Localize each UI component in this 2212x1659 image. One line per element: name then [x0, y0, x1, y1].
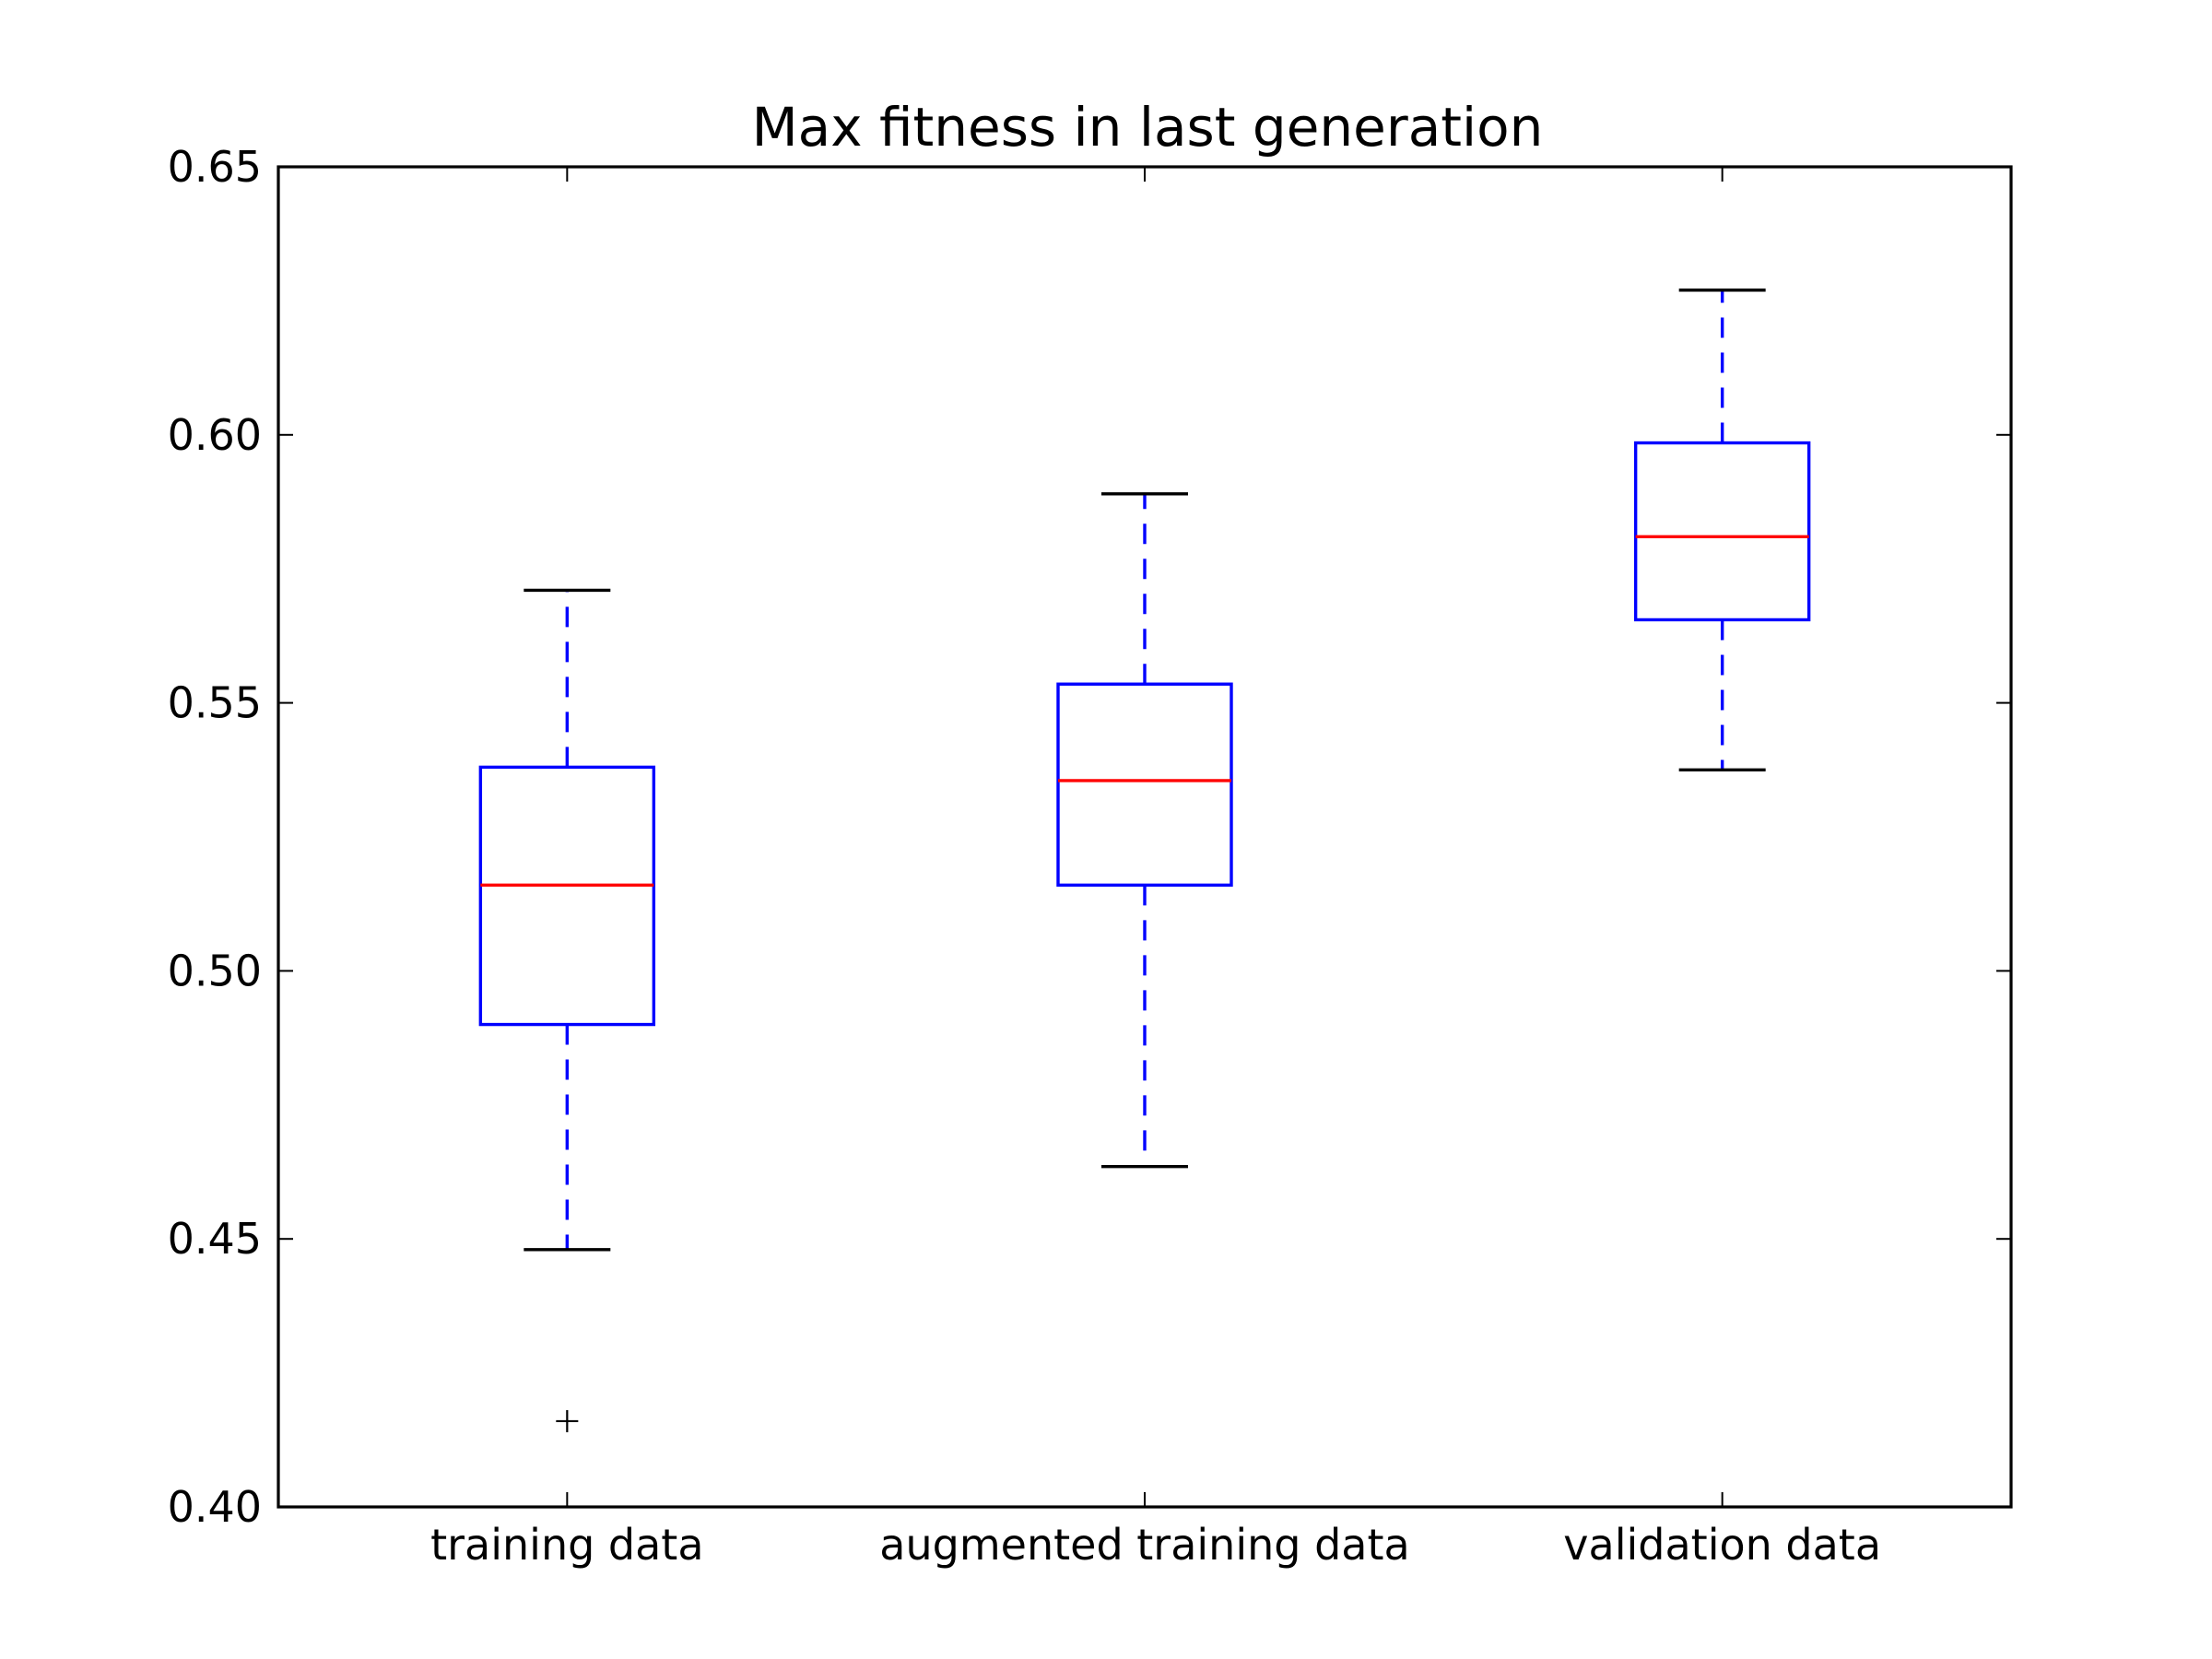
- outlier-point-1: [556, 1409, 579, 1432]
- ticks: 0.40 0.45 0.50 0.55 0.60 0.65 training data aug…: [168, 142, 2011, 1570]
- axes: [276, 165, 2013, 1509]
- plot-area: [478, 288, 1811, 1432]
- x-tick-label: training data: [430, 1520, 703, 1570]
- y-tick-label: 0.55: [168, 678, 262, 728]
- box-group-1: [478, 588, 656, 1432]
- iqr-box: [478, 765, 656, 1027]
- chart-title: Max fitness in last generation: [752, 96, 1544, 159]
- box-group-3: [1633, 288, 1811, 771]
- iqr-box: [1633, 441, 1811, 622]
- y-tick-label: 0.65: [168, 142, 262, 192]
- y-tick-label: 0.45: [168, 1214, 262, 1264]
- box-group-2: [1056, 492, 1233, 1169]
- y-tick-label: 0.40: [168, 1482, 262, 1532]
- y-tick-label: 0.60: [168, 410, 262, 460]
- iqr-box: [1056, 682, 1233, 888]
- x-tick-label: augmented training data: [879, 1520, 1409, 1570]
- axes-frame: [276, 165, 2013, 1509]
- y-tick-label: 0.50: [168, 946, 262, 995]
- x-tick-label: validation data: [1563, 1520, 1881, 1570]
